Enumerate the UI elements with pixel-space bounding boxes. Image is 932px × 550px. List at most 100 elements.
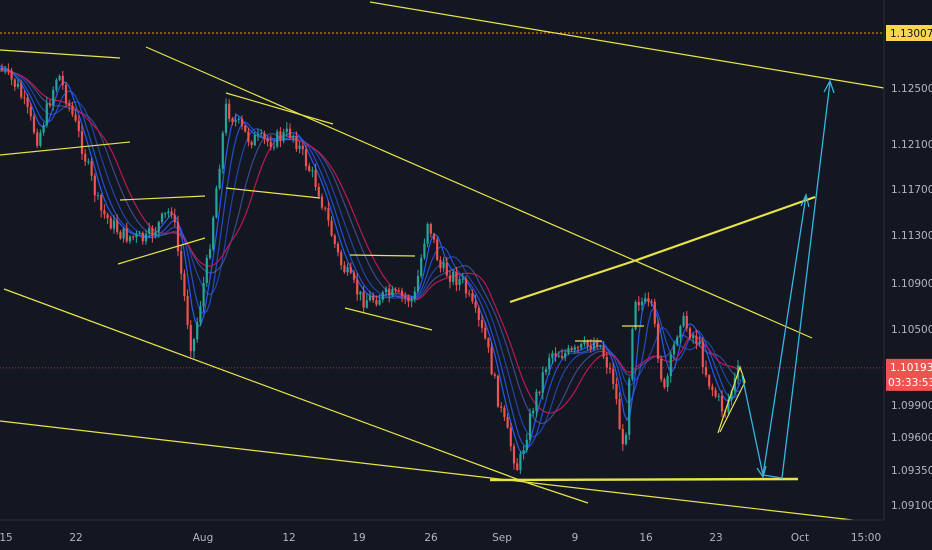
candle-body: [244, 125, 247, 132]
candle-body: [695, 335, 698, 345]
candle: [548, 353, 551, 375]
candle-body: [442, 262, 445, 269]
candle: [29, 103, 32, 121]
candle-body: [266, 138, 269, 142]
candle: [471, 289, 474, 304]
candle-body: [13, 79, 16, 87]
moving-average-line: [0, 69, 742, 424]
candle-body: [71, 105, 74, 115]
candle-body: [349, 267, 352, 273]
candle-body: [682, 315, 685, 327]
candle: [490, 342, 493, 376]
candle-body: [343, 265, 346, 273]
candle-body: [285, 128, 288, 132]
candle-body: [45, 103, 48, 126]
candle-body: [448, 275, 452, 282]
current-price-tag: [886, 358, 932, 391]
candle: [640, 297, 644, 311]
candle: [416, 269, 420, 294]
candle: [39, 129, 42, 148]
trendline: [349, 254, 416, 257]
candle-body: [205, 257, 208, 283]
candle-body: [269, 141, 272, 148]
candle-body: [292, 135, 295, 138]
candle-body: [250, 141, 253, 146]
candle: [624, 432, 628, 446]
candle: [55, 78, 58, 93]
candle-body: [186, 295, 189, 325]
candle-body: [528, 413, 532, 440]
candle: [717, 393, 720, 402]
candle-body: [634, 302, 637, 329]
candle-body: [295, 135, 298, 149]
candle-body: [138, 232, 141, 234]
candle: [429, 222, 432, 238]
candle-body: [221, 132, 224, 169]
candle: [301, 142, 304, 156]
candle: [692, 332, 695, 344]
candle-body: [103, 210, 106, 215]
candle-body: [218, 168, 221, 189]
candle-body: [253, 134, 256, 146]
candle-body: [631, 328, 634, 380]
candle: [196, 317, 199, 343]
candle-body: [458, 279, 461, 285]
candle: [205, 254, 208, 287]
candle: [653, 298, 656, 328]
candle: [170, 207, 173, 219]
candle: [327, 201, 330, 227]
candle-body: [704, 367, 708, 376]
candle: [212, 215, 215, 252]
candle: [103, 204, 106, 219]
candle-body: [68, 103, 71, 106]
candle: [698, 336, 701, 347]
time-tick-label: 9: [572, 532, 579, 544]
candle-body: [311, 170, 314, 172]
candle: [381, 290, 384, 303]
candle: [378, 294, 381, 306]
candle-body: [272, 146, 276, 148]
candle-body: [333, 235, 336, 244]
candle: [695, 329, 698, 350]
candle: [36, 128, 39, 149]
candle-body: [36, 132, 39, 146]
candle: [676, 335, 679, 347]
candle-body: [32, 116, 36, 133]
candle-body: [202, 282, 205, 307]
candle-body: [263, 133, 266, 139]
candle-body: [474, 301, 477, 309]
time-axis: [0, 520, 932, 550]
candle: [42, 122, 45, 136]
candle-body: [586, 340, 589, 346]
price-tick-label: 1.09900: [891, 400, 932, 412]
candle: [532, 407, 535, 417]
candle-body: [308, 166, 311, 171]
candle: [605, 351, 608, 374]
candle-body: [615, 383, 618, 400]
candle-body: [282, 131, 285, 141]
candle: [410, 296, 413, 308]
price-axis: [884, 0, 932, 550]
candle: [375, 295, 378, 307]
candle-body: [692, 335, 695, 339]
candle-body: [400, 290, 404, 297]
candle-body: [247, 131, 250, 142]
trendline: [0, 141, 131, 156]
time-tick-label: Sep: [492, 532, 512, 544]
candle: [461, 272, 464, 284]
candle: [554, 347, 557, 362]
time-tick-label: 15:00: [851, 532, 881, 544]
candle: [663, 377, 666, 390]
candle-body: [42, 125, 45, 133]
trendline: [369, 1, 885, 89]
candle: [106, 212, 109, 224]
candle-body: [160, 213, 164, 222]
candle-body: [621, 428, 624, 445]
candle-body: [151, 228, 154, 236]
candle: [506, 413, 509, 429]
candle-body: [560, 355, 564, 358]
candle-body: [231, 118, 234, 123]
candlesticks: [0, 63, 740, 474]
